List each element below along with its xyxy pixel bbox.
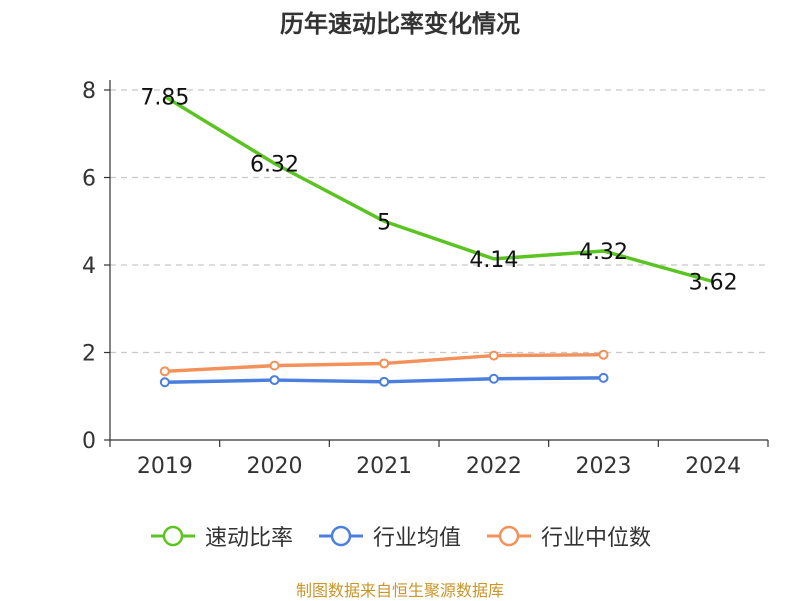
y-tick-label: 8 [82, 79, 96, 104]
y-tick-label: 0 [82, 429, 96, 454]
y-tick-label: 4 [82, 254, 96, 279]
data-label-layer: 7.85 6.32 5 4.14 4.32 3.62 [140, 86, 737, 296]
data-label: 3.62 [689, 271, 738, 296]
x-tick-label: 2020 [247, 454, 303, 479]
legend-item[interactable]: 行业均值 [317, 520, 461, 552]
series-point-3 [488, 350, 499, 361]
legend-marker-icon [487, 525, 531, 547]
series-point-2 [269, 375, 280, 386]
legend-marker-icon [318, 525, 363, 547]
series-point-2 [488, 373, 499, 384]
data-label: 7.85 [140, 86, 189, 111]
y-tick-label: 6 [82, 167, 96, 192]
series-point-3 [598, 349, 609, 360]
legend-marker-icon [150, 525, 195, 547]
legend: 速动比率 行业均值 行业中位数 [0, 520, 800, 552]
axis-layer: 0 2 4 6 8 2019 2020 2021 2022 2023 2024 [82, 79, 769, 479]
series-point-3 [159, 366, 170, 377]
legend-label: 速动比率 [204, 526, 293, 551]
y-tick-label: 2 [82, 342, 96, 367]
source-note: 制图数据来自恒生聚源数据库 [295, 581, 504, 600]
legend-label: 行业中位数 [541, 526, 652, 551]
series-point-2 [598, 372, 609, 383]
data-label: 6.32 [250, 153, 299, 178]
series-point-2 [379, 376, 390, 387]
series-line-1 [163, 95, 714, 284]
x-tick-label: 2021 [356, 454, 412, 479]
series-point-3 [379, 358, 390, 369]
chart-title: 历年速动比率变化情况 [280, 10, 520, 38]
x-tick-label: 2019 [137, 454, 193, 479]
legend-label: 行业均值 [372, 526, 461, 551]
data-label: 5 [377, 210, 391, 235]
x-tick-label: 2022 [466, 454, 522, 479]
legend-item[interactable]: 速动比率 [149, 520, 293, 552]
x-tick-label: 2024 [685, 454, 741, 479]
series-point-2 [159, 377, 170, 388]
legend-item[interactable]: 行业中位数 [485, 520, 651, 552]
grid-layer [110, 89, 768, 354]
x-tick-label: 2023 [576, 454, 632, 479]
data-label: 4.32 [579, 240, 628, 265]
series-point-3 [269, 360, 280, 371]
series-layer [159, 95, 714, 388]
data-label: 4.14 [469, 248, 518, 273]
